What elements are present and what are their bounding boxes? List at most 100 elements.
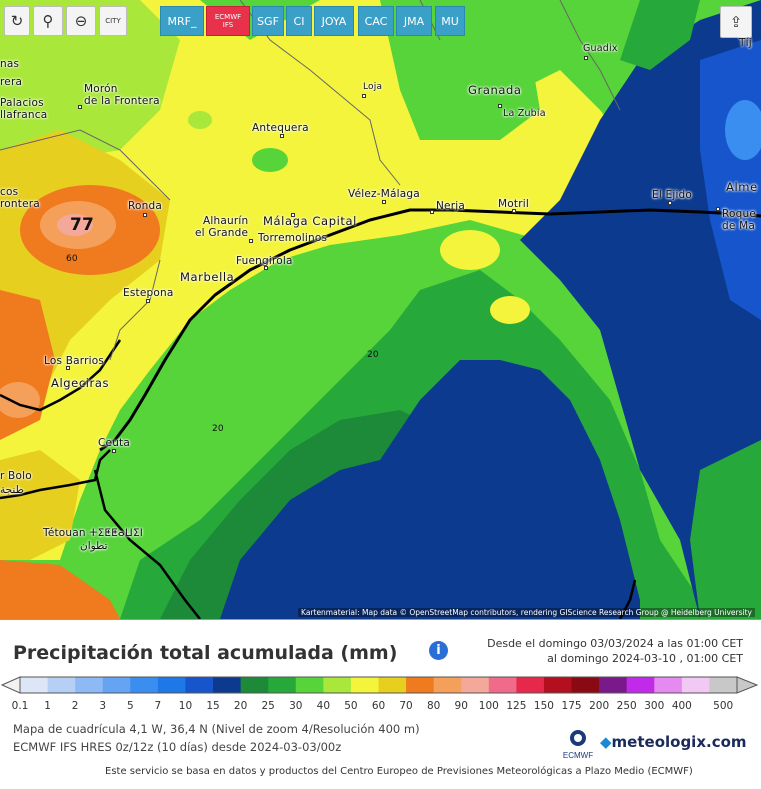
model-tab-mrf[interactable]: MRF_ (160, 6, 204, 36)
scale-tick-label: 100 (478, 700, 499, 712)
place-label: Antequera (252, 122, 309, 134)
precipitation-field (0, 0, 761, 619)
scale-swatch (102, 677, 131, 693)
scale-swatch (157, 677, 186, 693)
city-marker (66, 366, 70, 370)
place-label: La Zubia (503, 108, 546, 119)
ecmwf-logo: ECMWF (563, 730, 593, 760)
meteologix-logo[interactable]: ◆meteologix.com (600, 733, 747, 751)
footer-note: Este servicio se basa en datos y product… (105, 766, 693, 777)
scale-swatch (75, 677, 104, 693)
city-marker (512, 209, 516, 213)
place-label: nas (0, 58, 20, 70)
place-label: Guadix (583, 43, 618, 54)
scale-frame (19, 676, 738, 694)
place-label: El Ejido (652, 189, 693, 201)
model-tab-ecmwf-ifs[interactable]: ECMWF IFS (206, 6, 250, 36)
scale-swatch (599, 677, 628, 693)
scale-swatch (47, 677, 76, 693)
city-marker (78, 105, 82, 109)
place-label: Marbella (180, 270, 235, 284)
scale-swatch (350, 677, 379, 693)
scale-swatch (268, 677, 297, 693)
place-label: el Grande (195, 227, 249, 239)
contour-label: 20 (212, 424, 224, 434)
model-run-info: ECMWF IFS HRES 0z/12z (10 días) desde 20… (13, 740, 342, 754)
place-label: de Ma (722, 220, 755, 232)
scale-swatch (626, 677, 655, 693)
scale-tick-label: 2 (71, 700, 79, 712)
place-label: rera (0, 76, 23, 88)
model-tab-mu[interactable]: MU (435, 6, 465, 36)
scale-swatch (681, 677, 710, 693)
place-label: Alhaurín (203, 215, 249, 227)
scale-tick-label: 70 (399, 700, 413, 712)
scale-arrow-left (0, 676, 21, 694)
refresh-button[interactable]: ↻ (4, 6, 30, 36)
place-label: Tíj (739, 37, 752, 49)
scale-swatch (516, 677, 545, 693)
city-marker (146, 299, 150, 303)
share-icon: ⇪ (729, 13, 743, 31)
scale-arrow-right (736, 676, 759, 694)
contour-label: 20 (367, 350, 379, 360)
scale-tick-label: 80 (426, 700, 441, 712)
scale-tick-label: 20 (233, 700, 248, 712)
city-marker (716, 207, 720, 211)
scale-tick-label: 125 (506, 700, 527, 712)
place-label: Granada (468, 83, 522, 97)
svg-text:ECMWF: ECMWF (563, 751, 593, 760)
contour-label: 60 (66, 254, 78, 264)
scale-tick-label: 3 (99, 700, 107, 712)
place-label: Tétouan ⵜⵉⵟⵟⴰⵡⵉⵏ (43, 527, 144, 539)
model-tab-jma[interactable]: JMA (396, 6, 432, 36)
place-label: Motril (498, 198, 529, 210)
scale-tick-label: 200 (589, 700, 610, 712)
place-label: Fuengirola (236, 255, 293, 267)
map-pin-icon: ⚲ (42, 12, 54, 30)
scale-tick-label: 15 (206, 700, 220, 712)
model-tab-joya[interactable]: JOYA (314, 6, 354, 36)
city-toggle-button[interactable]: CITY (99, 6, 127, 36)
scale-swatch (571, 677, 600, 693)
scale-swatch (323, 677, 352, 693)
scale-tick-label: 10 (178, 700, 193, 712)
zoom-out-button[interactable]: ⊖ (66, 6, 96, 36)
scale-tick-label: 500 (713, 700, 734, 712)
scale-tick-label: 60 (371, 700, 386, 712)
scale-tick-label: 400 (671, 700, 692, 712)
place-label: طنجة (0, 484, 24, 496)
scale-tick-label: 300 (644, 700, 665, 712)
zoom-out-icon: ⊖ (74, 12, 88, 30)
scale-tick-label: 7 (154, 700, 162, 712)
scale-swatch (461, 677, 490, 693)
city-marker (382, 200, 386, 204)
model-tab-ci[interactable]: CI (286, 6, 312, 36)
precipitation-map[interactable]: ↻ ⚲ ⊖ CITY MRF_ ECMWF IFS SGF CI JOYA CAC… (0, 0, 761, 619)
place-label: r Bolo (0, 470, 32, 482)
scale-swatch (709, 677, 738, 693)
model-tab-cac[interactable]: CAC (358, 6, 394, 36)
scale-tick-label: 175 (561, 700, 582, 712)
scale-swatch (295, 677, 324, 693)
place-label: Algeciras (51, 376, 110, 390)
scale-tick-label: 30 (289, 700, 303, 712)
place-label: Nerja (436, 200, 465, 212)
city-marker (668, 201, 672, 205)
scale-swatch (654, 677, 683, 693)
place-label: llafranca (0, 109, 48, 121)
scale-swatch (543, 677, 573, 693)
model-tab-sgf[interactable]: SGF (252, 6, 284, 36)
city-marker (430, 210, 434, 214)
place-label: Ronda (128, 200, 163, 212)
location-button[interactable]: ⚲ (33, 6, 63, 36)
scale-swatch (406, 677, 435, 693)
place-label: تطوان (80, 540, 108, 552)
scale-tick-label: 40 (316, 700, 331, 712)
city-marker (112, 449, 116, 453)
info-icon[interactable]: i (429, 641, 448, 660)
share-button[interactable]: ⇪ (720, 6, 752, 38)
scale-swatch (130, 677, 159, 693)
scale-tick-label: 50 (344, 700, 358, 712)
place-label: rontera (0, 198, 40, 210)
